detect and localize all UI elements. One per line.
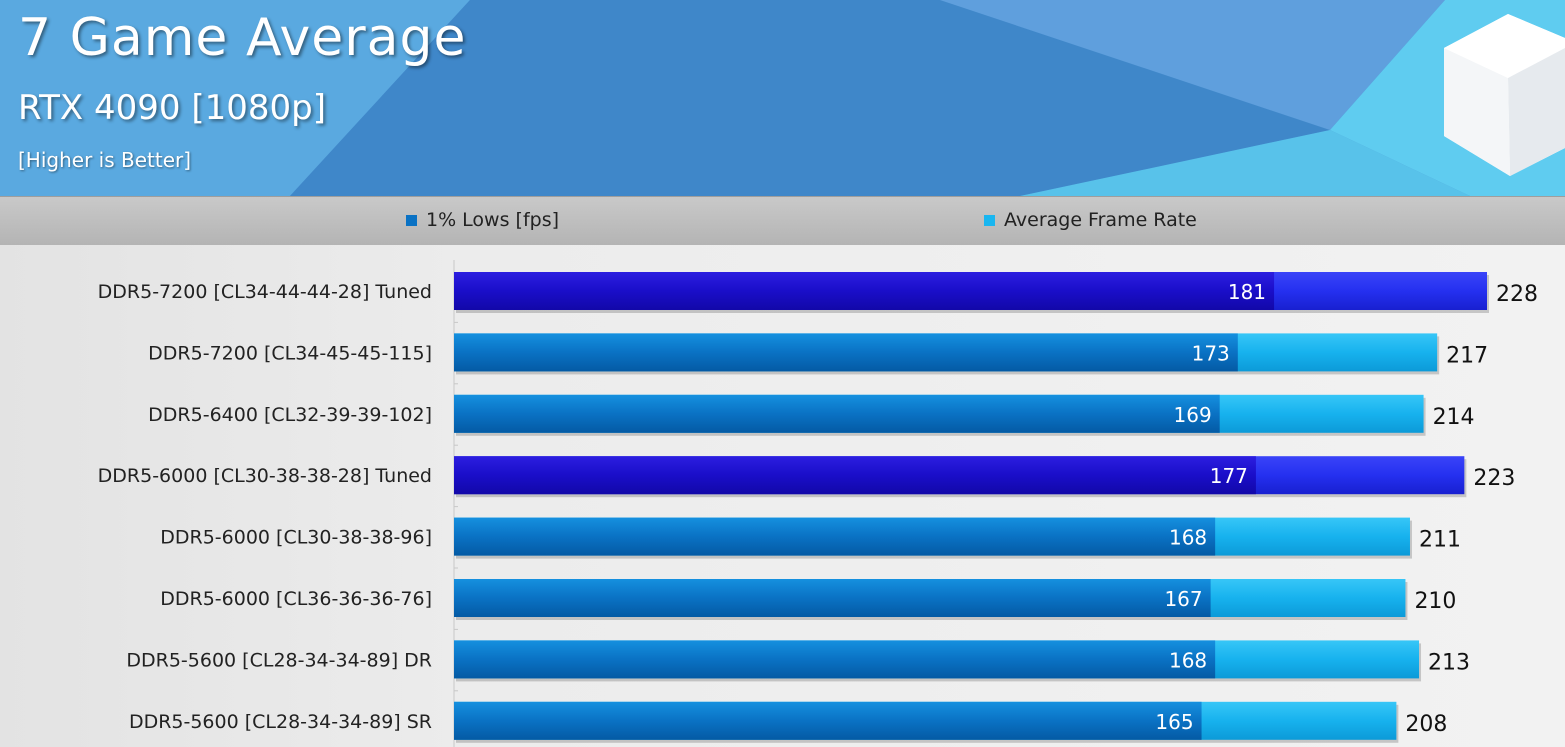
data-label-average-frame-rate: 208	[1405, 712, 1447, 737]
bar-1pct-lows	[454, 456, 1256, 495]
category-label: DDR5-6000 [CL30-38-38-96]	[160, 527, 432, 549]
category-label: DDR5-6000 [CL30-38-38-28] Tuned	[98, 465, 432, 487]
data-label-average-frame-rate: 210	[1414, 589, 1456, 614]
category-label: DDR5-5600 [CL28-34-34-89] SR	[129, 711, 432, 733]
legend-swatch-avg	[984, 214, 995, 226]
legend-label-lows: 1% Lows [fps]	[426, 209, 560, 231]
data-label-1pct-lows: 173	[1192, 341, 1230, 365]
cube-logo-icon	[1444, 14, 1565, 176]
legend-item-lows: 1% Lows [fps]	[406, 209, 559, 231]
category-label: DDR5-7200 [CL34-44-44-28] Tuned	[98, 281, 432, 303]
legend: 1% Lows [fps] Average Frame Rate	[0, 196, 1565, 246]
data-label-1pct-lows: 177	[1210, 464, 1248, 488]
bar-chart: DDR5-7200 [CL34-44-44-28] Tuned 181 228 DDR…	[98, 260, 1538, 747]
data-label-1pct-lows: 167	[1164, 587, 1202, 611]
data-label-1pct-lows: 165	[1155, 710, 1193, 734]
bar-1pct-lows	[454, 640, 1216, 679]
data-label-average-frame-rate: 214	[1433, 405, 1475, 430]
data-label-average-frame-rate: 211	[1419, 528, 1461, 553]
chart-subtitle: RTX 4090 [1080p]	[18, 88, 326, 128]
data-label-1pct-lows: 168	[1169, 648, 1207, 672]
data-label-1pct-lows: 181	[1228, 280, 1266, 304]
header-background	[0, 0, 1565, 196]
bar-1pct-lows	[454, 701, 1202, 740]
data-label-average-frame-rate: 223	[1473, 466, 1515, 491]
category-label: DDR5-6400 [CL32-39-39-102]	[148, 404, 432, 426]
data-label-average-frame-rate: 217	[1446, 343, 1488, 368]
bar-1pct-lows	[454, 333, 1238, 372]
data-label-1pct-lows: 169	[1174, 403, 1212, 427]
data-label-average-frame-rate: 213	[1428, 650, 1470, 675]
data-label-average-frame-rate: 228	[1496, 282, 1538, 307]
chart-header: 7 Game Average RTX 4090 [1080p] [Higher …	[0, 0, 1565, 196]
bar-1pct-lows	[454, 272, 1275, 310]
chart-note: [Higher is Better]	[18, 148, 192, 172]
legend-item-avg: Average Frame Rate	[984, 209, 1197, 231]
chart-title: 7 Game Average	[18, 8, 467, 68]
data-label-1pct-lows: 168	[1169, 526, 1207, 550]
legend-label-avg: Average Frame Rate	[1004, 209, 1197, 231]
bar-1pct-lows	[454, 394, 1220, 433]
bar-1pct-lows	[454, 579, 1211, 617]
bar-1pct-lows	[454, 517, 1216, 556]
legend-swatch-lows	[406, 214, 417, 226]
category-label: DDR5-7200 [CL34-45-45-115]	[148, 342, 432, 364]
category-label: DDR5-6000 [CL36-36-36-76]	[160, 588, 432, 610]
plot-area: DDR5-7200 [CL34-44-44-28] Tuned 181 228 DDR…	[0, 245, 1565, 747]
category-label: DDR5-5600 [CL28-34-34-89] DR	[126, 649, 432, 671]
